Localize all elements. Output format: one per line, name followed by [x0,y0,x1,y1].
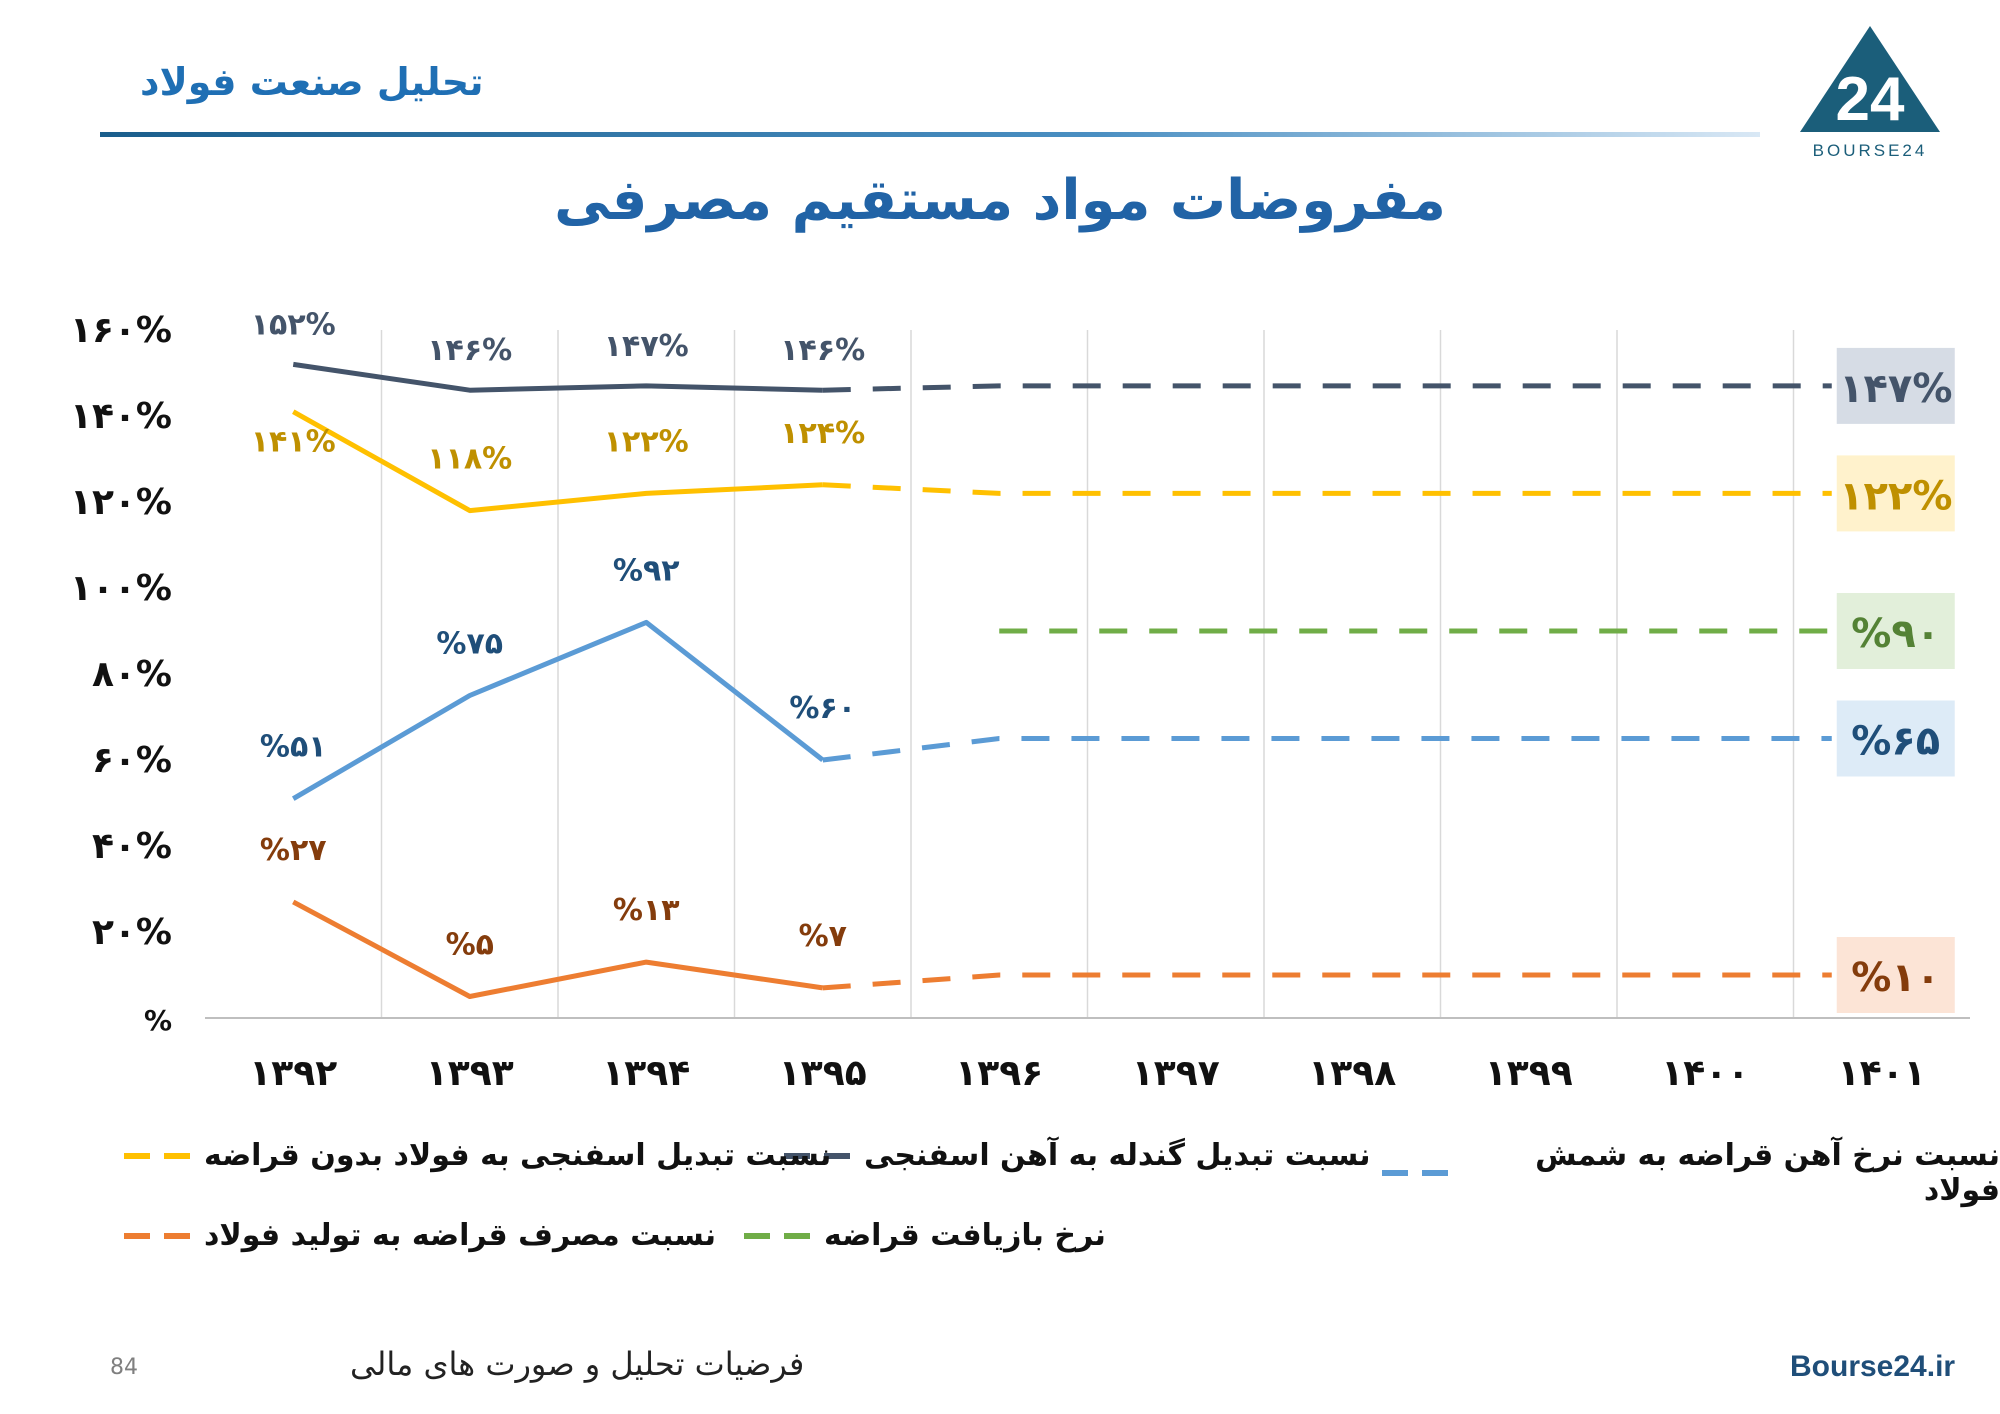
x-tick-label: ۱۳۹۴ [602,1053,690,1094]
x-tick-label: ۱۴۰۰ [1661,1053,1749,1094]
x-tick-label: ۱۴۰۱ [1838,1053,1926,1094]
y-tick-label: ۱۰۰% [70,568,172,609]
legend-label: نسبت تبدیل گندله به آهن اسفنجی [864,1138,1371,1173]
final-value-box [1836,593,1955,669]
legend-item-recycle-rate: نرخ بازیافت قراضه [740,1218,1106,1253]
page-number: 84 [110,1355,138,1380]
forecast-line [822,972,1832,991]
x-tick-label: ۱۳۹۹ [1485,1053,1573,1094]
legend-swatch [1380,1170,1449,1176]
x-axis-ticks: ۱۳۹۲ ۱۳۹۳ ۱۳۹۴ ۱۳۹۵ ۱۳۹۶ ۱۳۹۷ ۱۳۹۸ ۱۳۹۹ ۱۴۰۰ ۱۴۰۱ [249,1053,1925,1094]
legend-swatch [120,1152,190,1159]
data-label: ۱۵۲% [251,307,336,342]
x-tick-label: ۱۳۹۶ [955,1053,1043,1094]
x-tick-label: ۱۳۹۸ [1308,1053,1396,1094]
chart-data-labels: ۱۵۲% ۱۴۶% ۱۴۷% ۱۴۶% ۱۴۷% ۱۴۱% ۱۱۸% ۱۲۲% ۱۲۴% ۱۲۲%… [251,307,1955,1013]
final-value-box [1836,937,1955,1013]
forecast-line [822,736,1832,763]
y-tick-label: ۱۶۰% [70,310,172,351]
data-label: %۲۷ [260,833,327,868]
final-value-label: ۱۴۷% [1839,366,1952,412]
logo-text: BOURSE24 [1813,141,1928,160]
data-label: ۱۱۸% [427,442,512,477]
chart-series [291,361,1832,999]
final-value-label: %۱۰ [1851,955,1940,1001]
final-value-box [1836,700,1955,777]
legend-swatch [740,1232,810,1239]
x-tick-label: ۱۳۹۳ [426,1053,514,1094]
legend-label: نسبت نرخ آهن قراضه به شمش فولاد [1535,1138,2000,1208]
data-label: %۷۵ [436,627,503,662]
data-label: ۱۴۶% [427,333,512,368]
data-label: %۶۰ [789,691,856,726]
data-label: ۱۴۶% [780,333,865,368]
logo-mark: 24 [1836,65,1905,134]
series-line [292,361,823,393]
footer-site[interactable]: Bourse24.ir [1790,1350,1956,1383]
page-title: مفروضات مواد مستقیم مصرفی [554,168,1446,233]
data-label: %۷ [799,919,847,954]
y-tick-label: ۲۰% [92,912,172,953]
forecast-line [822,383,1832,393]
y-tick-label: % [144,1004,172,1037]
y-tick-label: ۱۴۰% [70,396,172,437]
x-tick-label: ۱۳۹۲ [249,1053,337,1094]
legend-item-sponge-ratio: نسبت تبدیل اسفنجی به فولاد بدون قراضه [120,1138,831,1173]
y-tick-label: ۸۰% [92,654,172,695]
y-tick-label: ۶۰% [92,740,172,781]
data-label: ۱۲۲% [604,424,689,459]
header-divider [100,132,1760,137]
legend-label: نسبت تبدیل اسفنجی به فولاد بدون قراضه [204,1138,832,1173]
section-title: تحلیل صنعت فولاد [140,60,484,104]
series-line [292,899,824,999]
final-value-label: %۶۵ [1851,719,1940,765]
x-tick-label: ۱۳۹۷ [1132,1053,1220,1094]
logo-triangle [1800,26,1940,132]
data-label: ۱۴۷% [604,329,689,364]
data-label: ۱۲۴% [780,416,865,451]
data-label: %۱۳ [613,893,680,928]
legend-swatch [780,1152,850,1159]
legend-item-scrap-consumption: نسبت مصرف قراضه به تولید فولاد [120,1218,716,1253]
y-tick-label: ۱۲۰% [70,482,172,523]
x-tick-label: ۱۳۹۵ [779,1053,867,1094]
legend-item-scrap-ratio: نسبت نرخ آهن قراضه به شمش فولاد [1380,1138,2000,1208]
data-label: %۵ [446,928,494,963]
final-value-box [1836,455,1955,532]
series-line [292,409,823,514]
y-tick-label: ۴۰% [92,826,172,867]
data-label: ۱۴۱% [251,425,336,460]
data-label: %۹۲ [613,553,680,588]
legend-item-pellet-ratio: نسبت تبدیل گندله به آهن اسفنجی [780,1138,1371,1173]
footer-caption: فرضیات تحلیل و صورت های مالی [350,1345,805,1383]
forecast-line [822,482,1832,496]
legend-label: نسبت مصرف قراضه به تولید فولاد [204,1218,716,1253]
final-value-label: ۱۲۲% [1839,473,1952,519]
final-value-label: %۹۰ [1851,611,1940,657]
data-label: %۵۱ [260,730,327,765]
final-value-box [1836,347,1955,424]
chart-grid [205,330,1970,1019]
bourse24-logo: 24 BOURSE24 [1800,26,1940,160]
series-line [291,619,825,801]
y-axis-ticks: % ۲۰% ۴۰% ۶۰% ۸۰% ۱۰۰% ۱۲۰% ۱۴۰% ۱۶۰% [70,310,172,1037]
legend-swatch [120,1232,190,1239]
legend-label: نرخ بازیافت قراضه [824,1218,1106,1253]
